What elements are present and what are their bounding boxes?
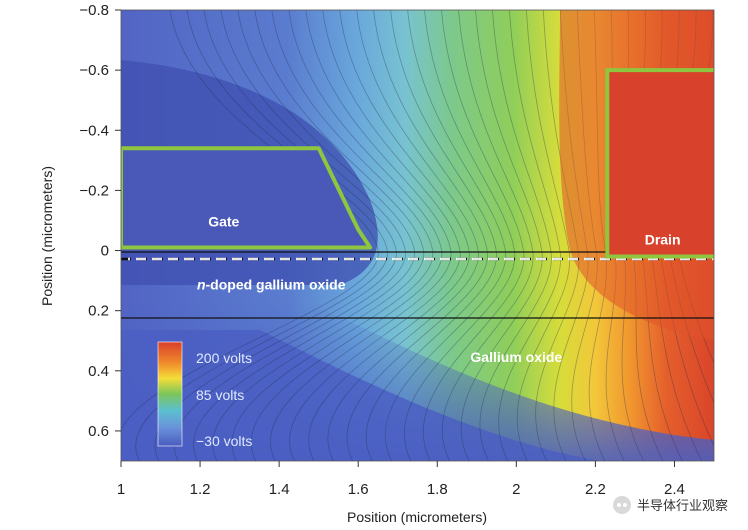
contour-line [365,10,497,461]
y-tick-label: −0.2 [79,182,109,199]
contour-line [516,10,571,461]
contour-line [422,10,525,461]
contour-line [212,10,424,461]
region-label: n-doped gallium oxide [197,277,346,293]
colorbar-label-mid: 85 volts [196,387,244,403]
y-axis-title: Position (micrometers) [39,166,55,306]
colorbar: 200 volts 85 volts −30 volts [157,341,252,449]
colorbar-label-max: 200 volts [196,350,252,366]
contour-line [193,10,415,461]
x-tick-label: 1 [117,481,125,498]
lower-blue-region-deep [121,330,600,461]
watermark-text: 半导体行业观察 [636,499,728,514]
contour-line [346,10,488,461]
contour-line [403,10,516,461]
contour-line [384,10,506,461]
contour-line [308,10,470,461]
x-tick-label: 2 [512,481,520,498]
y-tick-label: 0.2 [88,303,109,320]
x-tick-label: 1.2 [190,481,211,498]
x-tick-label: 2.2 [585,481,606,498]
contour-line [289,10,461,461]
contour-line [327,10,479,461]
x-tick-label: 1.8 [427,481,448,498]
region-label: Gate [208,213,239,229]
x-axis-title: Position (micrometers) [347,509,487,525]
x-tick-label: 1.6 [348,481,369,498]
y-tick-label: 0.4 [88,363,109,380]
y-tick-label: −0.8 [79,2,109,19]
region-label: Drain [645,232,681,248]
region-annotations: Gate Drain n-doped gallium oxide Gallium ox… [197,213,681,364]
x-tick-label: 1.4 [269,481,290,498]
plot-frame [120,9,715,462]
x-axis-ticks: 1 1.2 1.4 1.6 1.8 2 2.2 2.4 [117,461,685,498]
y-tick-label: −0.4 [79,122,109,139]
contour-line [174,10,406,461]
drain-electrode [605,68,714,259]
contour-line [154,10,397,461]
contour-line [270,10,452,461]
watermark: 半导体行业观察 [612,495,728,514]
contour-line [251,10,443,461]
x-tick-label: 2.4 [664,481,685,498]
region-label: Gallium oxide [470,349,562,365]
y-tick-label: 0.6 [88,423,109,440]
y-tick-label: 0 [101,243,109,260]
gate-electrode [121,146,373,250]
contour-line [479,10,552,461]
colorbar-label-min: −30 volts [196,433,252,449]
contour-line [441,10,534,461]
y-axis-ticks: −0.8 −0.6 −0.4 −0.2 0 0.2 0.4 0.6 [79,2,121,440]
y-tick-label: −0.6 [79,62,109,79]
contour-line [231,10,434,461]
contour-line [498,10,561,461]
wechat-icon [612,495,631,514]
contour-line [460,10,543,461]
colorbar-gradient [157,341,183,447]
